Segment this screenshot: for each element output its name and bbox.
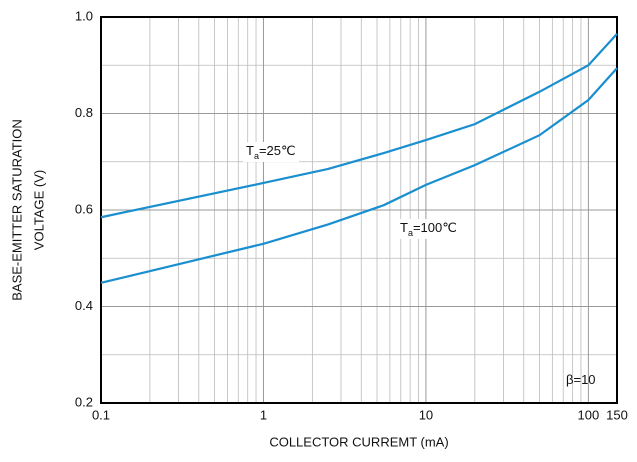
plot-frame bbox=[100, 16, 618, 404]
y-axis-label: BASE-EMITTER SATURATION bbox=[9, 119, 24, 301]
annotation: β=10 bbox=[566, 372, 596, 387]
series-line bbox=[100, 33, 618, 219]
y-tick-label: 0.2 bbox=[75, 394, 93, 409]
annotation-text: =25℃ bbox=[259, 143, 296, 158]
x-tick-label: 10 bbox=[419, 407, 433, 422]
annotation-bg bbox=[397, 219, 461, 239]
y-tick-label: 1.0 bbox=[75, 8, 93, 23]
y-axis-label: VOLTAGE (V) bbox=[31, 170, 46, 250]
annotation: Ta=25℃ bbox=[246, 143, 296, 161]
y-tick-label: 0.4 bbox=[75, 298, 93, 313]
x-tick-label: 1 bbox=[260, 407, 267, 422]
annotation-bg bbox=[243, 142, 299, 162]
x-axis-label: COLLECTOR CURREMT (mA) bbox=[269, 434, 448, 449]
x-tick-label: 150 bbox=[606, 407, 628, 422]
annotation-subscript: a bbox=[254, 151, 259, 161]
annotation: Ta=100℃ bbox=[400, 220, 457, 238]
x-tick-label: 0.1 bbox=[92, 407, 110, 422]
annotation-text: =100℃ bbox=[413, 220, 457, 235]
series-line bbox=[100, 67, 618, 284]
y-tick-label: 0.8 bbox=[75, 105, 93, 120]
x-tick-label: 100 bbox=[578, 407, 600, 422]
annotation-label: T bbox=[246, 143, 254, 158]
annotation-label: β=10 bbox=[566, 372, 596, 387]
y-tick-label: 0.6 bbox=[75, 201, 93, 216]
annotation-label: T bbox=[400, 220, 408, 235]
annotation-subscript: a bbox=[408, 228, 413, 238]
